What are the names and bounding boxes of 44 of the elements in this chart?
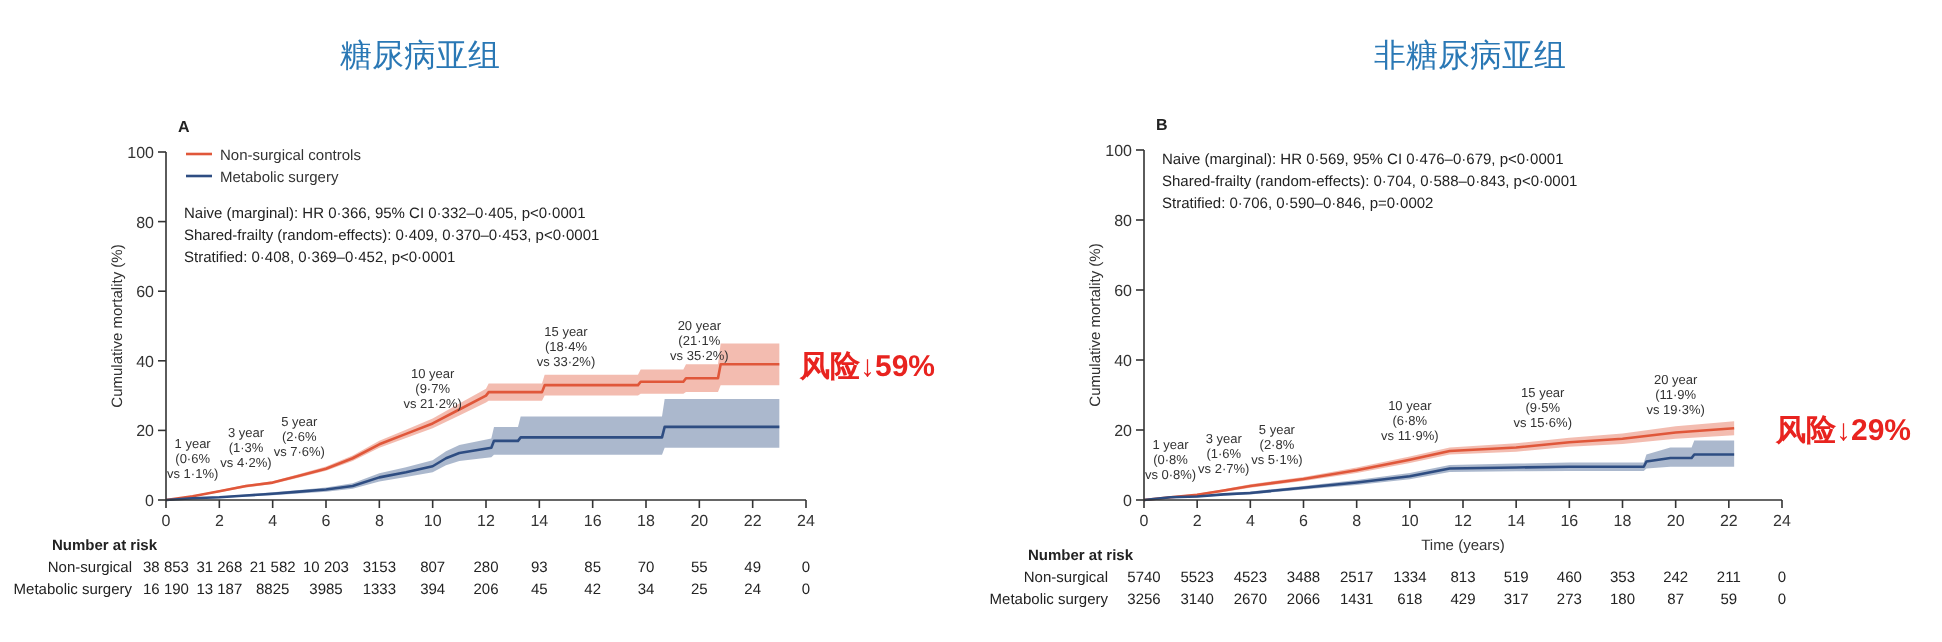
xtick-label: 2 bbox=[214, 512, 224, 530]
xtick-label: 10 bbox=[423, 512, 442, 530]
xtick-label: 10 bbox=[1400, 512, 1419, 530]
xtick-label: 22 bbox=[1719, 512, 1738, 530]
xtick-label: 20 bbox=[690, 512, 709, 530]
xtick-label: 18 bbox=[637, 512, 655, 530]
ytick-label: 20 bbox=[136, 422, 154, 441]
xtick-label: 4 bbox=[268, 512, 278, 530]
xtick-label: 16 bbox=[583, 512, 602, 530]
ytick-label: 0 bbox=[1123, 492, 1132, 510]
xtick-label: 20 bbox=[1666, 512, 1685, 530]
xtick-label: 14 bbox=[530, 512, 549, 530]
xtick-label: 22 bbox=[743, 512, 762, 530]
xtick-label: 6 bbox=[321, 512, 331, 530]
ytick-label: 40 bbox=[136, 352, 154, 371]
ytick-label: 80 bbox=[136, 213, 154, 232]
annotation: 风险↓29% bbox=[1774, 414, 1912, 449]
text: A bbox=[178, 118, 190, 136]
xtick-label: 12 bbox=[1454, 512, 1472, 530]
xtick-label: 24 bbox=[797, 512, 815, 530]
chart-title: 糖尿病亚组 bbox=[340, 38, 500, 74]
xtick-label: 2 bbox=[1192, 512, 1202, 530]
ytick-label: 80 bbox=[1114, 212, 1132, 230]
xtick-label: 0 bbox=[1139, 512, 1149, 530]
annotation: 风险↓59% bbox=[798, 350, 936, 385]
ytick-label: 20 bbox=[1114, 422, 1132, 440]
ytick-label: 60 bbox=[136, 283, 154, 302]
xtick-label: 8 bbox=[374, 512, 384, 530]
chart-title: 非糖尿病亚组 bbox=[1374, 38, 1566, 74]
xtick-label: 14 bbox=[1507, 512, 1526, 530]
xtick-label: 18 bbox=[1613, 512, 1632, 530]
xtick-label: 8 bbox=[1352, 512, 1362, 530]
xtick-label: 12 bbox=[477, 512, 495, 530]
xtick-label: 16 bbox=[1560, 512, 1579, 530]
ytick-label: 100 bbox=[1105, 142, 1132, 160]
xtick-label: 24 bbox=[1773, 512, 1791, 530]
ytick-label: 40 bbox=[1114, 352, 1132, 370]
text: B bbox=[1156, 116, 1168, 134]
ytick-label: 100 bbox=[127, 144, 154, 162]
xtick-label: 4 bbox=[1245, 512, 1255, 530]
xtick-label: 0 bbox=[161, 512, 171, 530]
ytick-label: 0 bbox=[145, 492, 154, 510]
ytick-label: 60 bbox=[1114, 282, 1132, 300]
xtick-label: 6 bbox=[1299, 512, 1308, 530]
